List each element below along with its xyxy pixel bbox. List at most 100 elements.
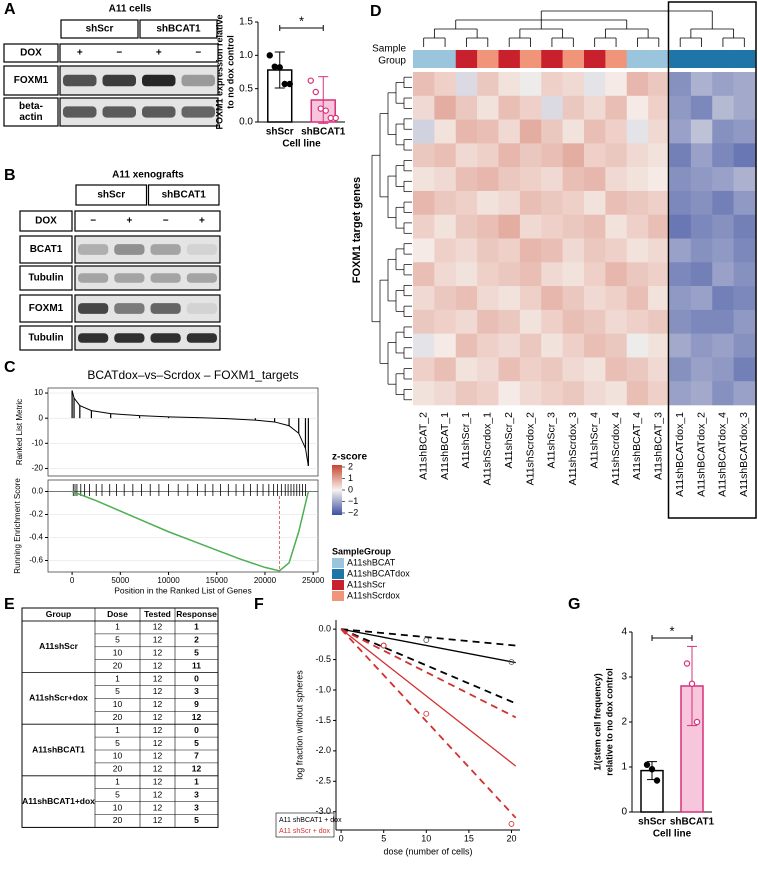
heatmap-cell [605,119,628,144]
blot-band [114,244,145,255]
row-label-box [19,235,73,264]
heatmap-cell [584,357,606,382]
data-point [322,107,329,114]
significance: * [299,13,304,28]
heatmap-cell [498,309,521,334]
heatmap-cell [562,190,585,216]
heatmap-cell [690,143,713,168]
column-label: A11shBCATdox_1 [674,412,686,497]
column-label: A11shBCAT_4 [631,412,643,480]
column-header: shScr [86,24,114,35]
x-axis-label: Cell line [282,139,321,150]
table-cell: 12 [153,635,163,645]
table-cell: 0 [194,725,199,735]
heatmap-cell [498,167,521,192]
heatmap-cell [626,167,649,192]
heatmap-cell [669,143,692,168]
heatmap-cell [584,214,606,239]
heatmap-cell [434,262,457,287]
heatmap-cell [605,214,628,239]
table-cell: 9 [194,699,199,709]
column-label: A11shScr_3 [546,412,558,469]
row-label-box [3,43,59,63]
heatmap-cell [455,72,478,97]
heatmap-cell [413,286,435,311]
row-label-box [19,325,73,351]
heatmap-cell [477,143,499,168]
table-cell: 20 [113,815,123,825]
heatmap-cell [562,238,585,263]
table-cell: 5 [115,686,120,696]
heatmap-cell [455,190,478,216]
legend-title: z-score [332,452,367,463]
blot-band [78,273,109,283]
heatmap-cell [541,333,563,358]
heatmap-cell [690,333,713,358]
heatmap-cell [562,262,585,287]
heatmap-cell [733,119,756,144]
heatmap-cell [712,143,734,168]
heatmap-cell [584,190,606,216]
data-point [380,642,387,649]
table-cell: 12 [153,738,163,748]
heatmap-cell [669,333,692,358]
y-axis-label: Ranked List Metric [15,399,24,465]
heatmap-cell [690,381,713,406]
group-cell [455,50,478,68]
heatmap-cell [413,95,435,120]
y-tick-label: -10 [31,438,43,447]
data-point [643,761,651,768]
y-tick-label: -1.0 [315,684,331,694]
heatmap-cell [605,286,628,311]
table-group: A11shBCAT1+dox [22,796,95,806]
x-tick-label: 5000 [111,576,129,585]
heatmap-cell [477,262,499,287]
blot-band [114,333,145,343]
heatmap-cell [541,357,563,382]
heatmap-cell [669,309,692,334]
heatmap-cell [541,214,563,239]
blot-background [74,265,221,291]
heatmap-cell [562,357,585,382]
heatmap-cell [413,167,435,192]
heatmap-cell [733,381,756,406]
heatmap-cell [541,238,563,263]
heatmap-cell [584,309,606,334]
dox-sign: + [126,216,132,227]
heatmap-cell [733,286,756,311]
blot-title: A11 xenografts [112,170,184,181]
heatmap-cell [498,262,521,287]
heatmap-cell [519,381,542,406]
x-tick-label: 0 [339,833,344,843]
row-label-box [19,265,73,291]
ci-line [340,628,517,719]
data-point [648,766,656,773]
heatmap-cell [626,286,649,311]
blot-band [63,74,97,87]
table-cell: 5 [194,815,199,825]
fit-line [340,628,517,767]
table-cell: 11 [192,660,201,670]
table-cell: 12 [153,725,163,735]
metric-outline [71,390,309,467]
data-point [423,710,430,717]
heatmap-cell [434,72,457,97]
heatmap-cell [648,238,670,263]
heatmap-cell [733,214,756,239]
blot-band [102,74,136,87]
heatmap-cell [712,262,734,287]
y-tick-label: 0.0 [32,487,44,496]
table-cell: 12 [153,789,163,799]
y-axis-label: FOXM1 expression relative [214,14,224,129]
column-label: A11shBCAT_3 [653,412,665,480]
heatmap-cell [434,214,457,239]
heatmap-cell [519,357,542,382]
heatmap-cell [669,381,692,406]
heatmap-cell [712,238,734,263]
heatmap-cell [519,167,542,192]
heatmap-cell [712,119,734,144]
blot-title: A11 cells [109,4,152,15]
y-axis-label: to no dox control [225,35,235,109]
table-header: Response [176,609,217,619]
